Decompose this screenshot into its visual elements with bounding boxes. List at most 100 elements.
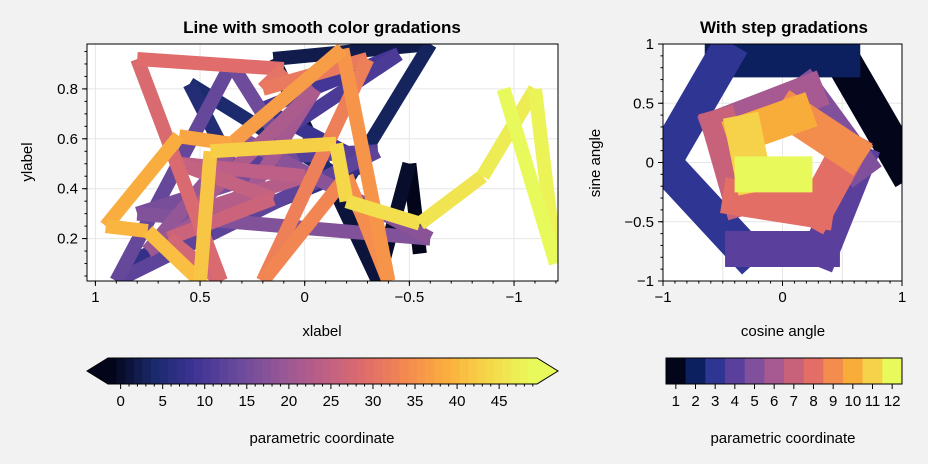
left-line-segment — [415, 170, 487, 230]
left-colorbar-tick-label: 45 — [491, 393, 508, 410]
left-line-segment — [100, 131, 185, 231]
left-line-segment — [476, 85, 541, 180]
left-colorbar-bin — [451, 358, 461, 384]
left-colorbar-bin — [150, 358, 161, 384]
left-ytick-label: 0.8 — [57, 81, 78, 98]
left-colorbar-bin — [313, 358, 324, 384]
left-colorbar-bin — [442, 358, 452, 384]
right-colorbar-tick-label: 10 — [844, 393, 861, 410]
left-colorbar-bin — [476, 358, 487, 384]
right-xtick-label: −1 — [654, 289, 671, 306]
right-colorbar-tick-label: 2 — [691, 393, 699, 410]
left-colorbar-tick-label: 15 — [238, 393, 255, 410]
right-axes: −1 0 1 −1 −0.5 0 0.5 1 With step gradations cos… — [587, 18, 906, 340]
right-colorbar-bin — [803, 358, 824, 384]
left-colorbar-bin — [459, 358, 469, 384]
left-colorbar-extend-low — [87, 358, 108, 384]
left-ticks: 1 0.5 0 −0.5 −1 0.2 0.4 0.6 0.8 — [57, 50, 557, 306]
right-xtick-label: 1 — [898, 289, 906, 306]
right-colorbar-tick-label: 9 — [829, 393, 837, 410]
left-colorbar-extend-high — [537, 358, 558, 384]
left-colorbar-bin — [425, 358, 435, 384]
right-colorbar-bin — [725, 358, 746, 384]
left-colorbar-bin — [331, 358, 341, 384]
left-colorbar-bin — [142, 358, 152, 384]
right-colorbar-bin — [744, 358, 765, 384]
left-colorbar-bin — [296, 358, 306, 384]
left-line-segment — [496, 86, 558, 266]
left-ylabel: ylabel — [19, 142, 36, 181]
right-line-segment — [663, 44, 748, 188]
right-colorbar-tick-label: 5 — [750, 393, 758, 410]
left-line-segment — [226, 44, 347, 150]
left-colorbar-bin — [511, 358, 521, 384]
left-gradient-line — [100, 44, 558, 281]
left-colorbar-bin — [133, 358, 143, 384]
right-colorbar-tick-label: 4 — [731, 393, 739, 410]
left-colorbar-bin — [288, 358, 298, 384]
left-colorbar-bin — [528, 358, 538, 384]
left-colorbar-bin — [356, 358, 366, 384]
left-xtick-label: 1 — [91, 289, 99, 306]
left-xtick-label: −1 — [505, 289, 522, 306]
left-colorbar-bin — [262, 358, 272, 384]
left-colorbar-tick-label: 40 — [449, 393, 466, 410]
left-colorbar-outline — [86, 357, 559, 385]
right-ytick-label: 1 — [646, 36, 654, 53]
left-line-segment — [210, 136, 337, 159]
right-ylabel: sine angle — [587, 129, 604, 197]
left-colorbar-bin — [202, 358, 212, 384]
left-colorbar-bin — [219, 358, 229, 384]
left-ytick-label: 0.4 — [57, 181, 78, 198]
left-line-segment — [257, 171, 353, 281]
left-line-segment — [178, 129, 233, 151]
right-ticks: −1 0 1 −1 −0.5 0 0.5 1 — [624, 36, 906, 306]
left-line-segment — [176, 157, 276, 206]
left-colorbar-bin — [228, 358, 238, 384]
right-colorbar-bin — [784, 358, 805, 384]
left-colorbar-bin — [519, 358, 530, 384]
left-colorbar-tick-label: 25 — [323, 393, 340, 410]
left-colorbar-bin — [168, 358, 178, 384]
left-colorbar-tick-label: 30 — [365, 393, 382, 410]
left-colorbar-bin — [348, 358, 358, 384]
left-colorbar-tick-label: 0 — [116, 393, 124, 410]
left-colorbar-bin — [485, 358, 495, 384]
left-colorbar-tick-label: 10 — [196, 393, 213, 410]
right-ytick-label: −0.5 — [624, 214, 654, 231]
left-colorbar-bin — [108, 358, 118, 384]
left-line-segment — [272, 44, 431, 66]
right-colorbar-tick-label: 8 — [809, 393, 817, 410]
left-xtick-label: 0 — [301, 289, 309, 306]
left-colorbar-bin — [253, 358, 264, 384]
right-ytick-label: −1 — [637, 273, 654, 290]
left-colorbar-bin — [322, 358, 332, 384]
right-ytick-label: 0.5 — [633, 95, 654, 112]
right-colorbar-bin — [882, 358, 903, 384]
right-colorbar-tick-label: 11 — [865, 393, 881, 410]
left-xtick-label: −0.5 — [395, 289, 425, 306]
left-plot-frame — [86, 43, 559, 282]
right-colorbar-bin — [862, 358, 883, 384]
right-title: With step gradations — [700, 18, 868, 37]
left-colorbar-bin — [210, 358, 221, 384]
left-line-segment — [105, 219, 149, 239]
left-colorbar-bin — [236, 358, 246, 384]
left-colorbar-bin — [494, 358, 504, 384]
left-colorbar-tick-label: 20 — [281, 393, 298, 410]
left-colorbar-bin — [373, 358, 384, 384]
left-colorbar-bin — [365, 358, 375, 384]
right-colorbar: 1 2 3 4 5 6 7 8 9 10 11 12 — [665, 357, 903, 410]
right-colorbar-tick-label: 1 — [672, 393, 680, 410]
left-line-segment — [329, 142, 354, 203]
right-colorbar-bin — [705, 358, 726, 384]
right-colorbar-tick-label: 3 — [711, 393, 719, 410]
left-line-segment — [344, 194, 422, 231]
right-colorbar-bin — [764, 358, 785, 384]
left-colorbar-bin — [339, 358, 349, 384]
left-line-segment — [142, 226, 205, 281]
left-colorbar-bin — [116, 358, 126, 384]
right-colorbar-bin — [685, 358, 706, 384]
left-colorbar-bin — [416, 358, 427, 384]
